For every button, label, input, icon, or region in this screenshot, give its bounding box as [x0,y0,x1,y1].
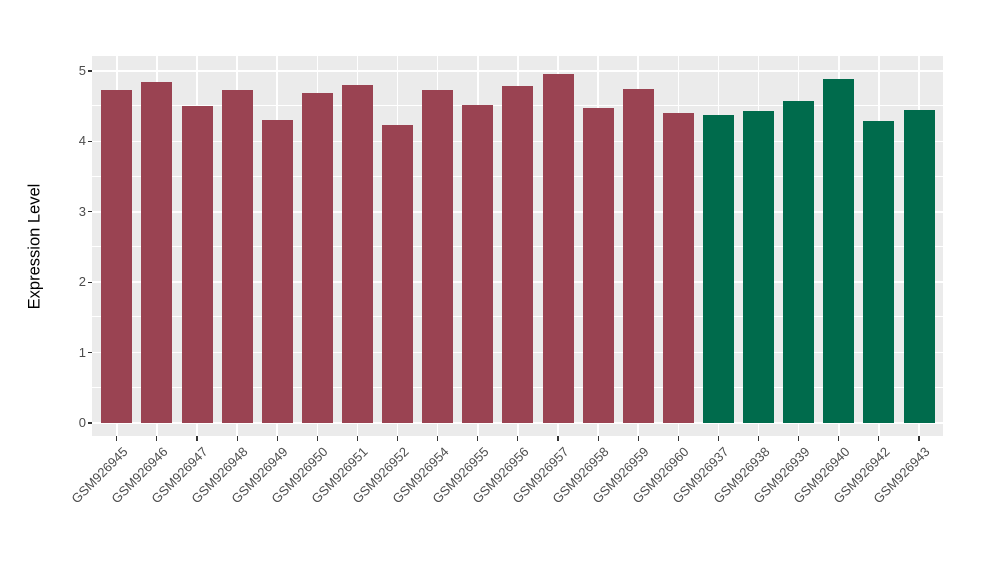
y-tick-label: 2 [78,274,86,290]
x-axis-tick [517,436,519,441]
bar [181,106,213,423]
y-tick-label: 4 [78,133,86,149]
x-axis-tick [477,436,479,441]
y-axis-tick [87,70,92,72]
bar [662,112,694,423]
y-axis-title-wrap: Expression Level [20,56,50,436]
x-axis-tick [637,436,639,441]
bar [743,111,775,423]
x-axis-tick [757,436,760,441]
x-axis-tick [597,436,599,441]
x-axis-tick [717,436,720,441]
bar [502,85,534,423]
bar [823,78,855,423]
x-axis-tick [677,436,679,441]
x-axis-tick [838,436,840,441]
x-axis-tick [557,436,559,441]
bar [863,120,895,423]
y-axis-tick [87,211,92,213]
x-axis-tick [356,436,359,441]
y-axis-tick [87,422,92,424]
x-axis-tick [798,436,800,441]
bar [542,73,574,423]
bar [382,125,414,423]
bar [301,92,333,423]
bar [141,81,173,423]
y-tick-label: 3 [78,203,86,219]
x-axis-tick [878,436,880,441]
y-tick-label: 1 [78,344,86,360]
x-axis-tick [236,436,238,441]
bar [783,101,815,423]
bar [903,109,935,423]
bar [622,89,654,423]
bar [101,90,133,423]
bar [261,120,293,423]
bar [462,104,494,423]
y-tick-label: 5 [78,63,86,78]
y-axis-title: Expression Level [25,183,44,309]
x-axis-tick [156,436,158,441]
x-axis-tick [918,436,920,441]
plot-panel [92,56,943,436]
y-axis-tick [87,352,92,354]
bar [702,114,734,423]
bar [341,85,373,423]
x-axis-tick [196,436,198,441]
bar [582,107,614,423]
x-axis-tick [316,436,318,441]
bar [221,90,253,423]
y-axis-tick [87,281,92,283]
x-axis-tick [437,436,439,441]
y-tick-label: 0 [78,415,86,430]
x-axis-tick [276,436,278,441]
bar [422,90,454,423]
x-axis-tick [116,436,118,441]
y-axis-tick [87,140,92,142]
x-axis-tick [396,436,399,441]
